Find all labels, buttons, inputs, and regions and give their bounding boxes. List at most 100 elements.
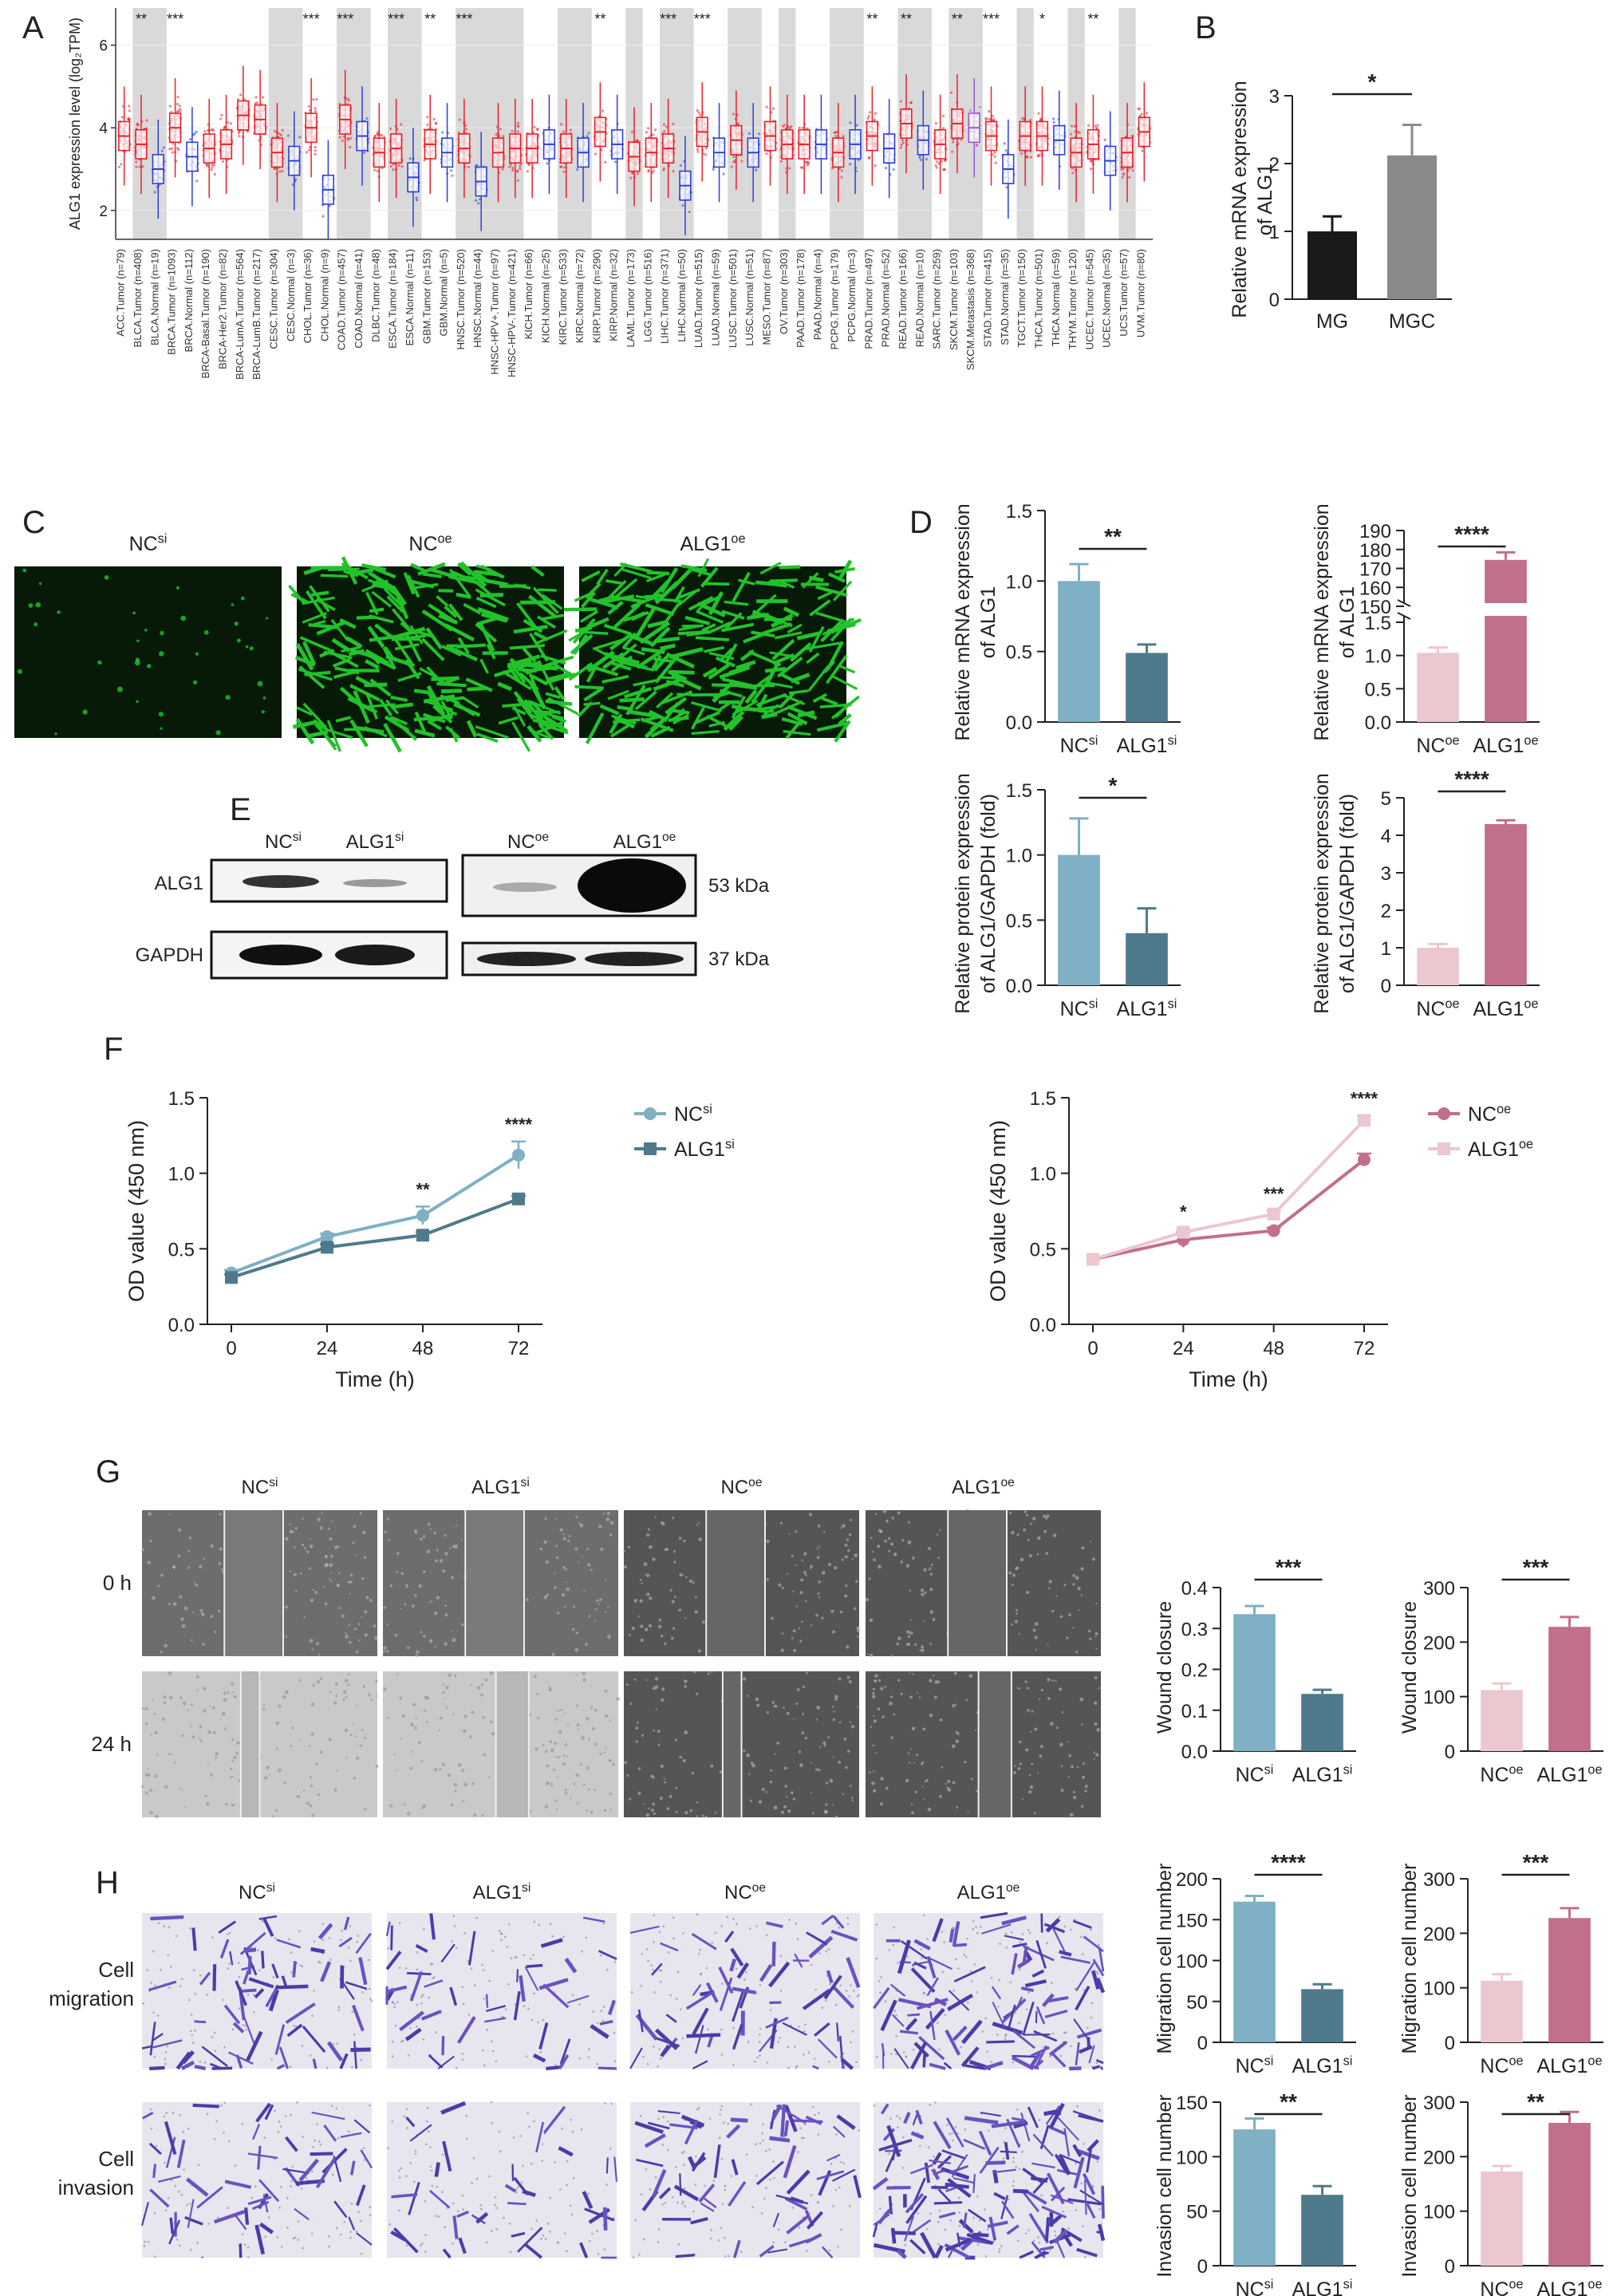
cell-speck — [470, 1683, 472, 1686]
cell-speck — [585, 1717, 590, 1721]
cell-speck — [202, 1643, 205, 1647]
cell-speck — [410, 1722, 414, 1727]
cell-speck — [152, 1699, 154, 1702]
tick-label: 4 — [1381, 826, 1391, 847]
tick-label: 150 — [1359, 597, 1391, 618]
cell-speck — [609, 1719, 612, 1722]
cell-speck — [681, 1574, 684, 1576]
bar-alg1 — [1485, 616, 1527, 722]
cell-speck — [452, 1713, 455, 1716]
tick-label: 200 — [1423, 1632, 1455, 1654]
cell-speck — [599, 1598, 602, 1601]
data-point — [221, 160, 225, 163]
cell-speck — [480, 1683, 484, 1686]
cell-speck — [423, 1570, 425, 1573]
data-point — [153, 191, 156, 194]
tick-label: 200 — [1423, 2147, 1455, 2168]
data-point — [681, 204, 684, 207]
data-point — [901, 139, 904, 142]
data-point — [842, 135, 845, 138]
category-label: PCPG.Normal (n=3) — [846, 249, 858, 342]
data-point — [477, 202, 480, 205]
cell-speck — [389, 1584, 392, 1588]
x-tick-label: NCsi — [1236, 2054, 1274, 2078]
cell-speck — [551, 1652, 555, 1656]
cell-fiber — [579, 630, 609, 635]
cell-speck — [168, 1753, 171, 1756]
cell-speck — [590, 1568, 593, 1572]
cell-speck — [649, 1596, 653, 1600]
data-point — [868, 156, 871, 159]
x-axis-label: Time (h) — [335, 1367, 415, 1391]
data-point — [223, 125, 227, 128]
data-point — [464, 128, 467, 131]
cell-speck — [545, 1750, 548, 1754]
cell-speck — [317, 1517, 321, 1521]
cell-speck — [849, 1518, 852, 1521]
cell-speck — [599, 1753, 602, 1756]
cell-speck — [387, 1517, 390, 1521]
bar-alg1 — [1548, 2122, 1591, 2266]
cell-speck — [801, 1620, 803, 1623]
cell-speck — [301, 1543, 305, 1547]
data-point — [1078, 131, 1081, 134]
cell-speck — [554, 1572, 556, 1575]
cell-speck — [563, 1712, 566, 1714]
tick-label: 50 — [1186, 1992, 1208, 2014]
cell-speck — [420, 1807, 424, 1810]
tick-label: 160 — [1359, 578, 1391, 599]
cell-speck — [310, 1598, 314, 1603]
cell-speck — [787, 1572, 789, 1576]
cell-speck — [793, 1648, 797, 1652]
cell-speck — [646, 1533, 650, 1537]
cell-fiber — [695, 636, 730, 641]
data-point — [665, 125, 669, 128]
data-point — [874, 112, 878, 115]
cell-speck — [264, 1776, 268, 1780]
cell-dot — [116, 686, 123, 692]
legend-label: ALG1si — [674, 1138, 735, 1162]
cell-speck — [648, 1623, 653, 1628]
data-point — [517, 121, 520, 124]
data-point — [988, 117, 991, 120]
y-axis-label: Migration cell number — [1154, 1864, 1176, 2054]
cell-speck — [792, 1629, 796, 1633]
cell-speck — [302, 1517, 304, 1520]
cell-speck — [149, 1810, 153, 1815]
cell-speck — [562, 1762, 566, 1766]
cell-speck — [223, 1727, 227, 1730]
data-point — [195, 130, 198, 134]
cell-speck — [816, 1547, 818, 1550]
cell-speck — [349, 1580, 353, 1584]
cell-speck — [576, 1802, 579, 1805]
data-point — [120, 116, 124, 119]
cell-speck — [415, 1717, 417, 1719]
cell-speck — [219, 1718, 222, 1720]
cell-speck — [803, 1552, 807, 1556]
cell-speck — [561, 1592, 566, 1597]
cell-speck — [220, 1568, 223, 1572]
x-tick-label: ALG1si — [1292, 1763, 1353, 1787]
data-point — [315, 97, 318, 101]
cell-speck — [645, 1573, 647, 1576]
cell-speck — [311, 1813, 315, 1817]
cell-speck — [672, 1550, 676, 1553]
cell-speck — [769, 1781, 773, 1784]
tick-label: 1.0 — [1030, 1164, 1056, 1185]
cell-speck — [818, 1768, 821, 1772]
cell-speck — [781, 1632, 784, 1635]
cell-speck — [581, 1556, 583, 1558]
data-point — [712, 168, 715, 171]
cell-speck — [529, 1809, 532, 1813]
cell-speck — [555, 1808, 558, 1811]
x-tick-label: ALG1oe — [1473, 734, 1538, 758]
cell-speck — [331, 1520, 333, 1522]
category-label: SARC.Tumor (n=259) — [931, 249, 943, 349]
lane-label: ALG1oe — [613, 830, 676, 853]
data-point — [968, 109, 972, 112]
data-point — [798, 126, 801, 129]
